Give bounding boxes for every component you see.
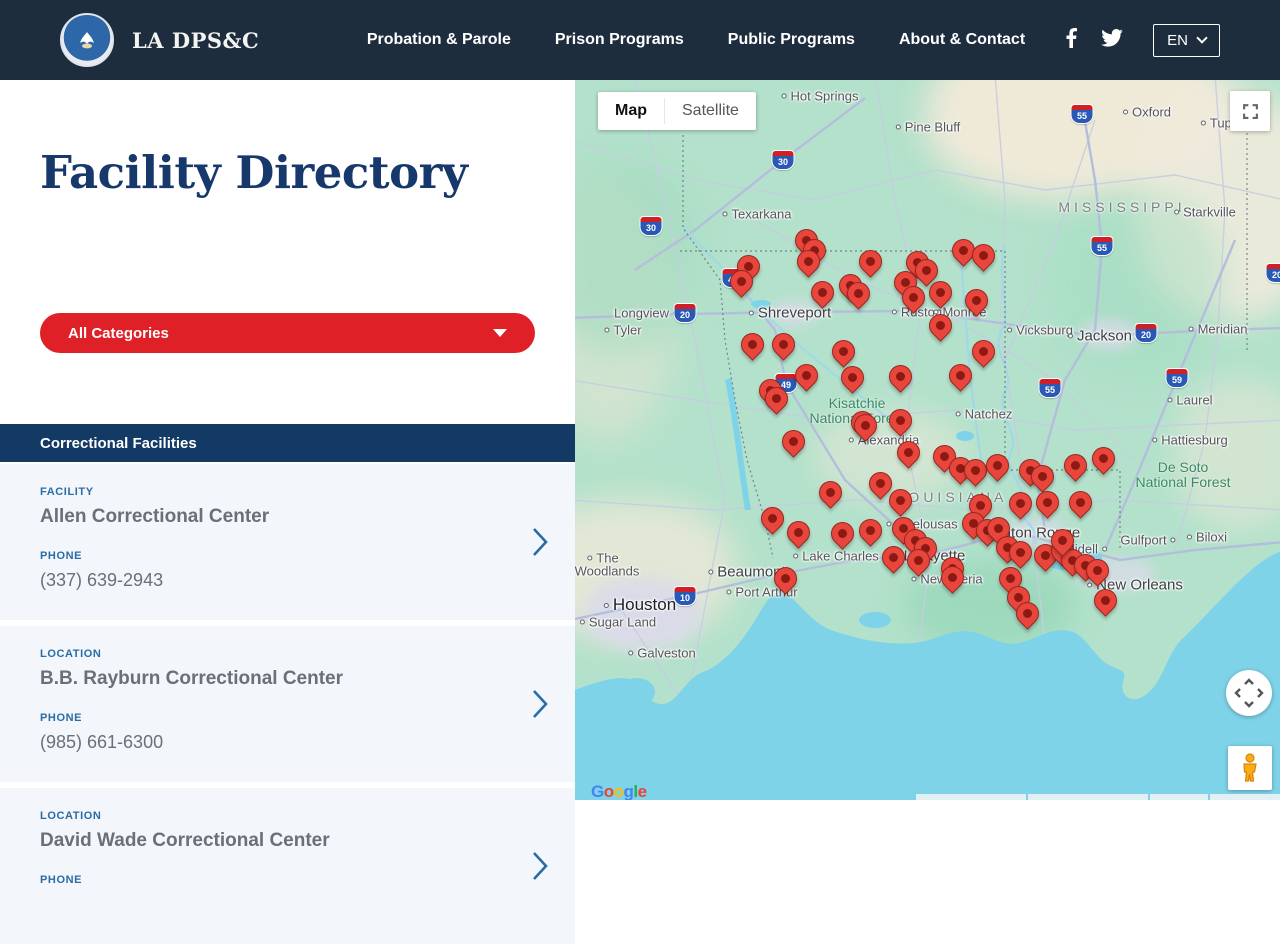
phone-label: PHONE (40, 550, 505, 562)
map-marker[interactable] (1064, 486, 1097, 519)
map-marker[interactable] (777, 425, 810, 458)
chevron-right-icon (531, 526, 549, 558)
chevron-right-icon (531, 850, 549, 882)
map-marker[interactable] (884, 404, 917, 437)
social-links (1065, 28, 1123, 53)
nav-about-contact[interactable]: About & Contact (899, 31, 1025, 49)
map-view-button[interactable]: Map (598, 92, 664, 130)
section-header: Correctional Facilities (0, 424, 575, 462)
map-marker[interactable] (756, 502, 789, 535)
map-marker[interactable] (854, 245, 887, 278)
map-marker[interactable] (1089, 584, 1122, 617)
map-type-control: Map Satellite (598, 92, 756, 130)
facebook-icon[interactable] (1065, 28, 1077, 53)
facility-directory-panel: Facility Directory All Categories Correc… (0, 80, 575, 800)
map-marker[interactable] (967, 335, 1000, 368)
chevron-right-icon (531, 688, 549, 720)
pan-control[interactable] (1226, 670, 1272, 716)
map-marker[interactable] (854, 514, 887, 547)
language-selector[interactable]: EN (1153, 24, 1220, 57)
map-marker[interactable] (826, 517, 859, 550)
facility-type-label: FACILITY (40, 486, 505, 498)
map-marker[interactable] (767, 328, 800, 361)
map-marker[interactable] (960, 284, 993, 317)
map-marker[interactable] (1004, 487, 1037, 520)
phone-label: PHONE (40, 712, 505, 724)
pegman-icon (1240, 753, 1260, 783)
map-marker[interactable] (769, 562, 802, 595)
street-view-pegman[interactable] (1228, 746, 1272, 790)
brand[interactable]: LA DPS&C (0, 13, 259, 67)
facility-type-label: LOCATION (40, 648, 505, 660)
main-nav: Probation & Parole Prison Programs Publi… (367, 31, 1025, 49)
map-marker[interactable] (806, 276, 839, 309)
map-marker[interactable] (981, 449, 1014, 482)
map-marker[interactable] (782, 516, 815, 549)
map-marker[interactable] (790, 359, 823, 392)
map-marker[interactable] (736, 328, 769, 361)
fullscreen-icon (1242, 103, 1259, 120)
attribution-cell (1210, 794, 1280, 800)
facility-name: Allen Correctional Center (40, 506, 505, 528)
map-marker[interactable] (1031, 486, 1064, 519)
phone-number: (985) 661-6300 (40, 732, 505, 753)
section-title: Correctional Facilities (40, 435, 197, 452)
fullscreen-button[interactable] (1230, 91, 1270, 131)
map-markers-layer (575, 80, 1280, 800)
category-filter-dropdown[interactable]: All Categories (40, 313, 535, 353)
category-filter-label: All Categories (68, 325, 169, 342)
map-marker[interactable] (892, 436, 925, 469)
map-attribution-bar[interactable] (916, 794, 1280, 800)
facility-name: B.B. Rayburn Correctional Center (40, 668, 505, 690)
satellite-view-button[interactable]: Satellite (665, 92, 756, 130)
attribution-cell (1150, 794, 1208, 800)
language-label: EN (1167, 32, 1188, 49)
page-title: Facility Directory (40, 146, 575, 199)
facility-name: David Wade Correctional Center (40, 830, 505, 852)
facility-list: FACILITY Allen Correctional Center PHONE… (0, 464, 575, 950)
phone-label: PHONE (40, 874, 505, 886)
pan-arrows-icon (1232, 676, 1266, 710)
attribution-cell (916, 794, 1026, 800)
map-marker[interactable] (944, 359, 977, 392)
map-marker[interactable] (924, 309, 957, 342)
twitter-icon[interactable] (1101, 29, 1123, 52)
map-marker[interactable] (1087, 442, 1120, 475)
facility-card-allen[interactable]: FACILITY Allen Correctional Center PHONE… (0, 464, 575, 620)
map-marker[interactable] (884, 360, 917, 393)
louisiana-seal-logo (60, 13, 114, 67)
phone-number: (337) 639-2943 (40, 570, 505, 591)
chevron-down-icon (1196, 32, 1207, 43)
caret-down-icon (493, 329, 507, 337)
top-navigation-bar: LA DPS&C Probation & Parole Prison Progr… (0, 0, 1280, 80)
facility-card-david-wade[interactable]: LOCATION David Wade Correctional Center … (0, 788, 575, 944)
nav-public-programs[interactable]: Public Programs (728, 31, 855, 49)
nav-probation-parole[interactable]: Probation & Parole (367, 31, 511, 49)
google-logo: Google (591, 782, 647, 800)
map-marker[interactable] (814, 476, 847, 509)
nav-prison-programs[interactable]: Prison Programs (555, 31, 684, 49)
map-marker[interactable] (1059, 449, 1092, 482)
map-marker[interactable] (827, 335, 860, 368)
facility-card-rayburn[interactable]: LOCATION B.B. Rayburn Correctional Cente… (0, 626, 575, 782)
brand-name: LA DPS&C (132, 28, 259, 53)
pelican-icon (74, 27, 100, 53)
facility-type-label: LOCATION (40, 810, 505, 822)
attribution-cell (1028, 794, 1148, 800)
